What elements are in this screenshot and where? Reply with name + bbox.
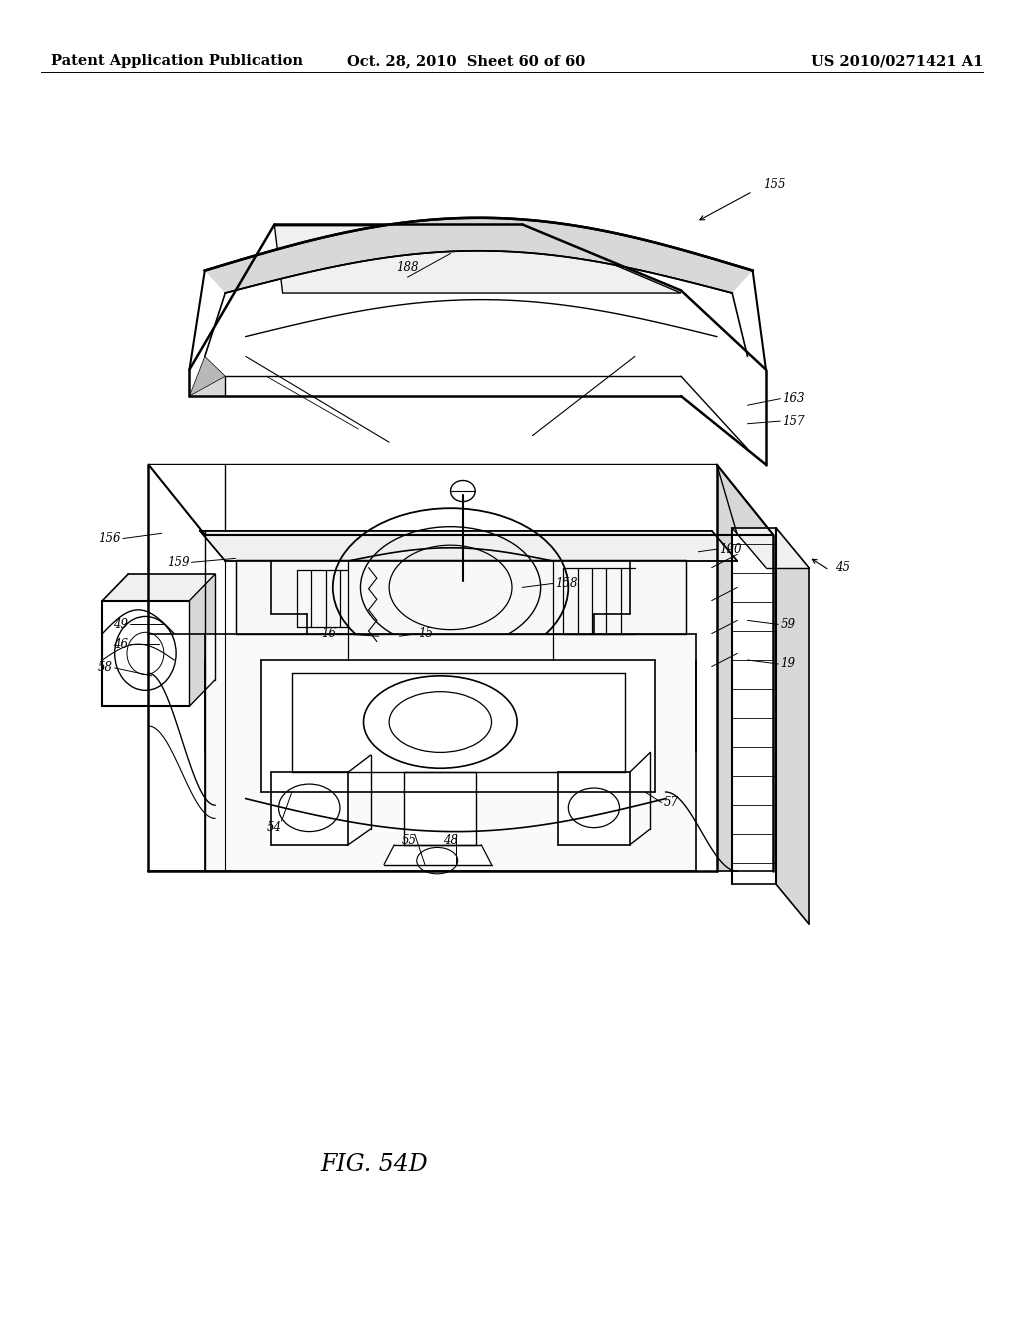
Polygon shape: [148, 465, 773, 535]
Polygon shape: [776, 528, 809, 924]
Text: 157: 157: [782, 414, 805, 428]
Polygon shape: [717, 465, 773, 871]
Text: US 2010/0271421 A1: US 2010/0271421 A1: [811, 54, 983, 69]
Polygon shape: [261, 660, 655, 792]
Polygon shape: [271, 772, 348, 845]
Polygon shape: [205, 634, 696, 871]
Text: 163: 163: [782, 392, 805, 405]
Polygon shape: [189, 376, 225, 396]
Text: FIG. 54D: FIG. 54D: [319, 1152, 428, 1176]
Polygon shape: [189, 356, 225, 396]
Text: 16: 16: [321, 627, 336, 640]
Polygon shape: [732, 528, 809, 568]
Text: 156: 156: [98, 532, 121, 545]
Text: 188: 188: [396, 261, 419, 275]
Text: Patent Application Publication: Patent Application Publication: [51, 54, 303, 69]
Polygon shape: [558, 772, 630, 845]
Text: 59: 59: [780, 618, 796, 631]
Text: 54: 54: [267, 821, 282, 834]
Polygon shape: [189, 396, 766, 465]
Text: 159: 159: [167, 556, 189, 569]
Text: 58: 58: [97, 661, 113, 675]
Text: 15: 15: [418, 627, 433, 640]
Text: 49: 49: [113, 618, 128, 631]
Polygon shape: [148, 465, 717, 871]
Polygon shape: [189, 574, 215, 706]
Polygon shape: [205, 218, 753, 293]
Polygon shape: [274, 226, 681, 293]
Text: 57: 57: [664, 796, 679, 809]
Text: 48: 48: [443, 834, 458, 847]
Polygon shape: [200, 531, 737, 561]
Text: 158: 158: [555, 577, 578, 590]
Polygon shape: [189, 396, 766, 465]
Polygon shape: [384, 845, 492, 865]
Text: 19: 19: [780, 657, 796, 671]
Text: Oct. 28, 2010  Sheet 60 of 60: Oct. 28, 2010 Sheet 60 of 60: [347, 54, 585, 69]
Polygon shape: [236, 560, 686, 634]
Text: 155: 155: [763, 178, 785, 191]
Polygon shape: [102, 574, 215, 601]
Polygon shape: [404, 772, 476, 845]
Polygon shape: [732, 528, 776, 884]
Polygon shape: [102, 601, 189, 706]
Text: 190: 190: [719, 543, 741, 556]
Text: 45: 45: [835, 561, 850, 574]
Text: 55: 55: [402, 834, 417, 847]
Text: 46: 46: [113, 638, 128, 651]
